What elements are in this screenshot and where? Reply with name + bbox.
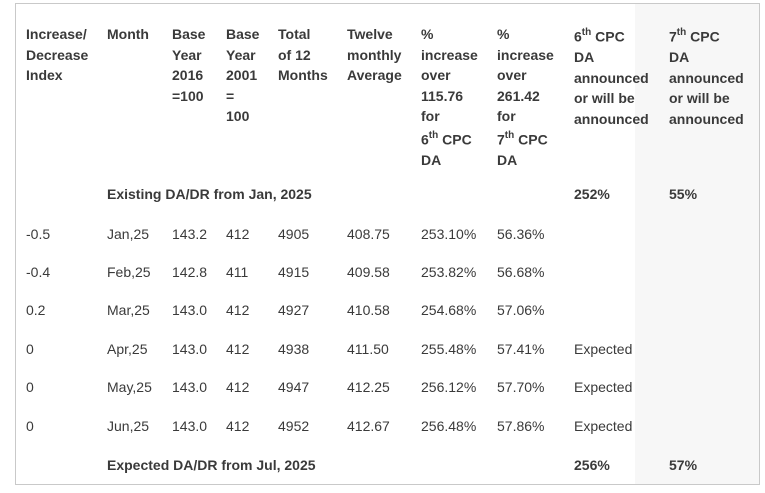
header-da-7cpc: 7th CPC DA announced or will be announced <box>669 27 744 128</box>
cell-da-6cpc: Expected <box>574 379 633 395</box>
cell-total: 4915 <box>278 264 310 280</box>
cell-index: 0.2 <box>26 302 46 318</box>
cell-month: Jun,25 <box>107 418 150 434</box>
header-total: Total of 12 Months <box>278 26 328 84</box>
cell-base-2016: 143.0 <box>172 302 208 318</box>
cell-base-2016: 143.0 <box>172 418 208 434</box>
right-fade-overlay <box>635 4 759 484</box>
cell-month: Jan,25 <box>107 226 150 242</box>
header-pct-6cpc: % increase over 115.76 for 6th CPC DA <box>421 26 478 169</box>
cell-base-2016: 143.0 <box>172 379 208 395</box>
cell-pct-6cpc: 253.82% <box>421 264 477 280</box>
cell-base-2001: 411 <box>226 264 249 280</box>
cell-da-6cpc: Expected <box>574 341 633 357</box>
cell-average: 409.58 <box>347 264 390 280</box>
cell-base-2016: 142.8 <box>172 264 208 280</box>
cell-pct-6cpc: 256.48% <box>421 418 477 434</box>
expected-da-7cpc: 57% <box>669 457 698 473</box>
header-average: Twelve monthly Average <box>347 26 402 84</box>
cell-month: Mar,25 <box>107 302 150 318</box>
header-base-2001: Base Year 2001 = 100 <box>226 26 260 125</box>
cell-month: May,25 <box>107 379 152 395</box>
cell-month: Feb,25 <box>107 264 151 280</box>
cell-average: 412.25 <box>347 379 390 395</box>
cell-base-2001: 412 <box>226 341 250 357</box>
cell-total: 4952 <box>278 418 310 434</box>
cell-pct-6cpc: 255.48% <box>421 341 477 357</box>
header-base-2016: Base Year 2016 =100 <box>172 26 206 104</box>
cell-base-2016: 143.0 <box>172 341 208 357</box>
cell-index: -0.4 <box>26 264 51 280</box>
cell-total: 4905 <box>278 226 310 242</box>
cell-average: 411.50 <box>347 341 389 357</box>
header-da-6cpc: 6th CPC DA announced or will be announced <box>574 27 649 128</box>
cell-average: 410.58 <box>347 302 390 318</box>
cell-da-6cpc: Expected <box>574 418 633 434</box>
cell-index: 0 <box>26 341 34 357</box>
header-month: Month <box>107 26 149 42</box>
cell-average: 408.75 <box>347 226 390 242</box>
cell-pct-7cpc: 57.70% <box>497 379 545 395</box>
cell-pct-7cpc: 57.41% <box>497 341 545 357</box>
cell-total: 4927 <box>278 302 310 318</box>
cell-pct-7cpc: 57.06% <box>497 302 545 318</box>
cell-pct-7cpc: 57.86% <box>497 418 545 434</box>
cell-index: -0.5 <box>26 226 51 242</box>
cell-pct-7cpc: 56.68% <box>497 264 545 280</box>
cell-total: 4947 <box>278 379 310 395</box>
cell-pct-6cpc: 256.12% <box>421 379 477 395</box>
header-pct-7cpc: % increase over 261.42 for 7th CPC DA <box>497 26 554 169</box>
da-table: Increase/Decrease Index Month Base Year 201… <box>15 3 760 485</box>
existing-da-7cpc: 55% <box>669 186 698 202</box>
cell-index: 0 <box>26 379 34 395</box>
cell-base-2001: 412 <box>226 418 250 434</box>
cell-total: 4938 <box>278 341 310 357</box>
expected-da-label: Expected DA/DR from Jul, 2025 <box>107 457 316 473</box>
cell-pct-6cpc: 254.68% <box>421 302 477 318</box>
expected-da-6cpc: 256% <box>574 457 610 473</box>
cell-index: 0 <box>26 418 34 434</box>
cell-base-2016: 143.2 <box>172 226 208 242</box>
cell-pct-6cpc: 253.10% <box>421 226 477 242</box>
cell-base-2001: 412 <box>226 226 250 242</box>
cell-base-2001: 412 <box>226 379 250 395</box>
header-index: Increase/Decrease Index <box>26 26 89 84</box>
existing-da-6cpc: 252% <box>574 186 610 202</box>
existing-da-label: Existing DA/DR from Jan, 2025 <box>107 186 312 202</box>
cell-pct-7cpc: 56.36% <box>497 226 545 242</box>
cell-month: Apr,25 <box>107 341 148 357</box>
cell-average: 412.67 <box>347 418 390 434</box>
cell-base-2001: 412 <box>226 302 250 318</box>
